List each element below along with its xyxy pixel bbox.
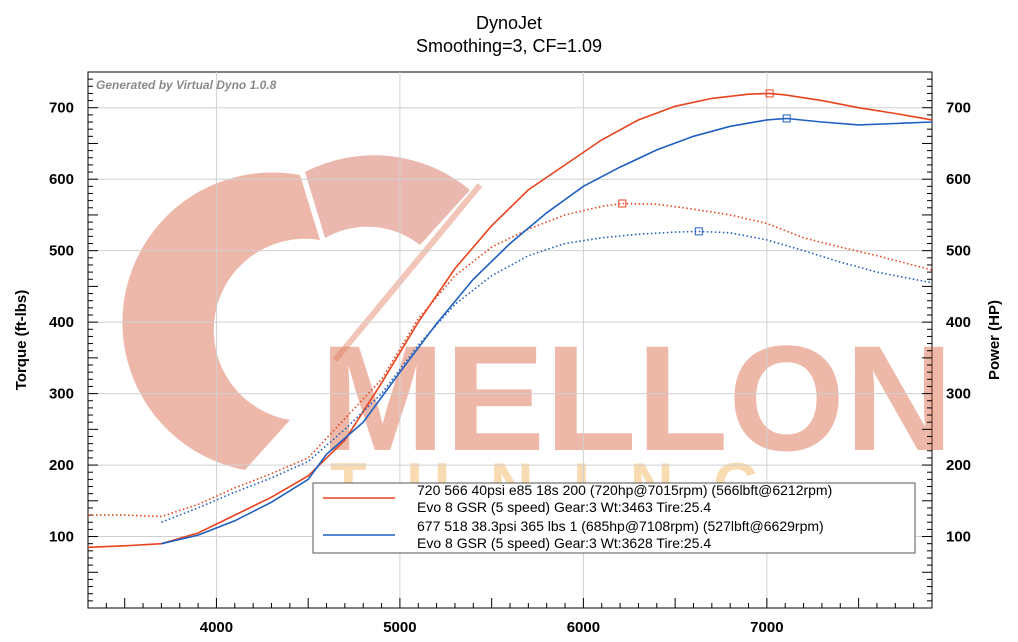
chart-title: DynoJet <box>476 13 542 33</box>
y-tick-label-right: 200 <box>946 457 971 474</box>
series-line-3 <box>161 117 933 545</box>
y-tick-label-left: 600 <box>49 171 74 188</box>
peak-marker-4 <box>694 227 703 236</box>
y-tick-label-left: 700 <box>49 100 74 117</box>
x-tick-label: 6000 <box>567 619 600 636</box>
y-tick-label-right: 700 <box>946 100 971 117</box>
y-tick-label-right: 500 <box>946 243 971 260</box>
y-axis-left-label: Torque (ft-lbs) <box>13 290 30 391</box>
y-tick-label-left: 500 <box>49 243 74 260</box>
y-tick-label-right: 300 <box>946 386 971 403</box>
watermark-logo-text: MELLON <box>320 314 953 482</box>
series-layer <box>87 89 933 549</box>
y-tick-label-left: 100 <box>49 529 74 546</box>
legend-entry-1-line1: 720 566 40psi e85 18s 200 (720hp@7015rpm… <box>417 482 832 498</box>
peak-marker-2 <box>618 199 627 208</box>
y-axis-right-label: Power (HP) <box>986 300 1003 380</box>
peak-marker-1 <box>765 89 774 98</box>
chart-subtitle: Smoothing=3, CF=1.09 <box>416 36 602 56</box>
legend: 720 566 40psi e85 18s 200 (720hp@7015rpm… <box>312 482 916 554</box>
y-tick-label-right: 100 <box>946 529 971 546</box>
y-tick-label-left: 300 <box>49 386 74 403</box>
legend-entry-2-line2: Evo 8 GSR (5 speed) Gear:3 Wt:3628 Tire:… <box>417 535 711 551</box>
generator-note: Generated by Virtual Dyno 1.0.8 <box>96 78 277 92</box>
x-tick-label: 7000 <box>750 619 783 636</box>
series-line-2 <box>88 202 933 518</box>
legend-box <box>312 482 916 554</box>
x-tick-label: 5000 <box>383 619 416 636</box>
axis-ticks: 4000 5000 6000 7000 100 100 200 200 300 300 400 400… <box>49 71 971 636</box>
y-tick-label-right: 600 <box>946 171 971 188</box>
y-tick-label-left: 400 <box>49 314 74 331</box>
series-line-1 <box>87 92 933 549</box>
watermark-gauge-icon <box>122 155 483 470</box>
legend-entry-2-line1: 677 518 38.3psi 365 lbs 1 (685hp@7108rpm… <box>417 518 824 534</box>
y-tick-label-right: 400 <box>946 314 971 331</box>
x-tick-label: 4000 <box>200 619 233 636</box>
legend-entry-1-line2: Evo 8 GSR (5 speed) Gear:3 Wt:3463 Tire:… <box>417 499 711 515</box>
peak-marker-3 <box>782 114 791 123</box>
y-tick-label-left: 200 <box>49 457 74 474</box>
